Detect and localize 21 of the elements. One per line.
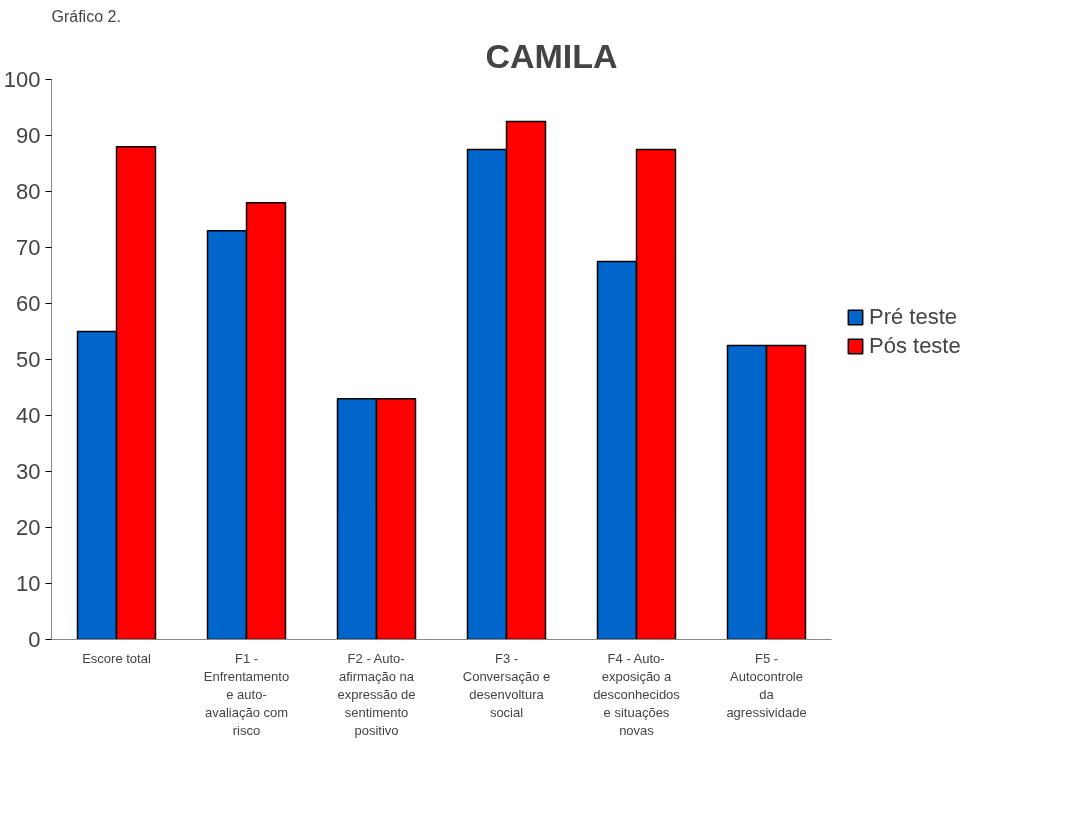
y-tick-label: 100 [3,67,41,92]
y-tick-label: 10 [16,571,41,596]
chart-title: CAMILA [485,36,618,75]
x-tick-label: F2 - Auto-afirmação na expressão de sentimento positivo [337,650,416,738]
legend-label: Pré teste [869,304,958,330]
text: Gráfico 2. [51,7,121,25]
y-tick-label: 0 [28,627,41,652]
x-tick-label: F1 - Enfrentamento e auto-avaliação com risco [203,650,290,738]
legend-label: Pós teste [869,333,961,359]
y-tick-label: 60 [16,291,41,316]
x-tick-label: F5 - Autocontrole da agressividade [726,650,807,720]
x-tick-label: Escore total [82,650,151,666]
y-tick-label: 40 [16,403,41,428]
y-tick-label: 20 [16,515,41,540]
x-tick-label: F3 - Conversação e desenvoltura social [462,650,551,720]
y-tick-label: 30 [16,459,41,484]
y-tick-label: 90 [16,123,41,148]
y-tick-label: 70 [16,235,41,260]
x-tick-label: F4 - Auto-exposição a desconhecidos e situações novas [593,650,681,738]
y-tick-label: 80 [16,179,41,204]
y-tick-label: 50 [16,347,41,372]
